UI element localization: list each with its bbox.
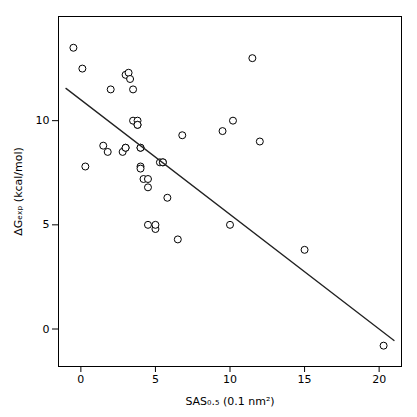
svg-text:5: 5 bbox=[43, 218, 50, 231]
svg-text:0: 0 bbox=[43, 323, 50, 336]
svg-text:ΔGₑₓₚ (kcal/mol): ΔGₑₓₚ (kcal/mol) bbox=[12, 147, 25, 236]
svg-text:10: 10 bbox=[223, 373, 237, 386]
svg-text:SAS₀.₅ (0.1 nm²): SAS₀.₅ (0.1 nm²) bbox=[185, 395, 274, 408]
svg-text:10: 10 bbox=[36, 114, 50, 127]
svg-text:15: 15 bbox=[298, 373, 312, 386]
svg-text:20: 20 bbox=[372, 373, 386, 386]
svg-text:0: 0 bbox=[77, 373, 84, 386]
svg-text:5: 5 bbox=[152, 373, 159, 386]
